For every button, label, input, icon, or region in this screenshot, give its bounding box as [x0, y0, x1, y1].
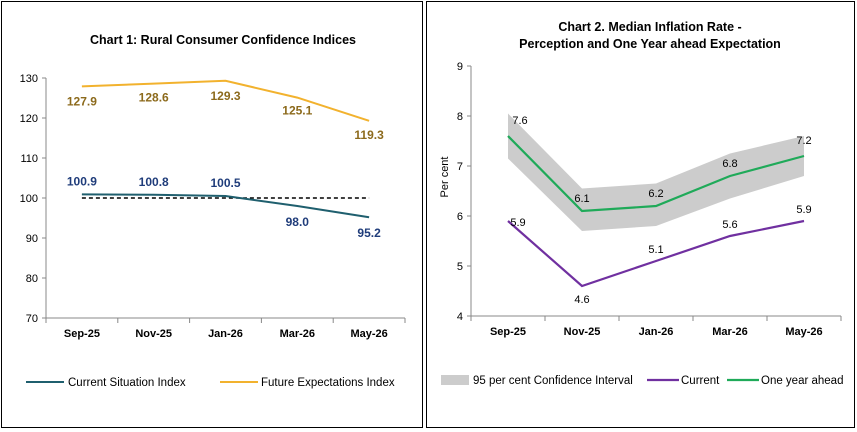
data-label: 100.9	[67, 174, 97, 188]
x-tick-label: Nov-25	[564, 326, 601, 338]
legend-label-one-year-ahead: One year ahead	[761, 375, 843, 387]
data-label: 4.6	[574, 294, 589, 306]
data-label: 5.9	[510, 217, 525, 229]
legend-label-current: Current	[681, 375, 720, 387]
y-tick-label: 8	[457, 111, 463, 123]
data-label: 5.1	[648, 244, 663, 256]
chart-1-legend: Current Situation Index Future Expectatio…	[26, 377, 395, 389]
data-label: 7.6	[512, 115, 527, 127]
confidence-band	[508, 113, 804, 231]
y-tick-label: 4	[457, 311, 463, 323]
chart-2-axes: 4 5 6 7 8 9 Sep-25 Nov-25 Jan-26 Mar-26 May-26	[457, 61, 842, 338]
chart-1-svg: Chart 1: Rural Consumer Confidence Indic…	[20, 33, 406, 389]
chart-2-svg: Chart 2. Median Inflation Rate - Percept…	[439, 20, 843, 387]
chart-1-axes: 70 80 90 100 110 120 130 Sep-25 Nov-25 Jan-26 Mar-…	[20, 73, 406, 340]
data-label: 128.6	[139, 91, 169, 105]
x-tick-label: Nov-25	[135, 328, 172, 340]
legend-label-future-expectations: Future Expectations Index	[261, 377, 395, 389]
x-tick-label: Jan-26	[208, 328, 243, 340]
y-tick-label: 80	[26, 273, 38, 285]
chart-2-legend: 95 per cent Confidence Interval Current On…	[441, 375, 843, 387]
chart-2-y-axis-label: Per cent	[439, 157, 451, 198]
data-label: 6.8	[722, 158, 737, 170]
data-label: 5.6	[722, 219, 737, 231]
legend-label-confidence-band: 95 per cent Confidence Interval	[473, 375, 633, 387]
x-tick-label: Sep-25	[64, 328, 100, 340]
data-label: 100.8	[139, 175, 169, 189]
data-label: 5.9	[796, 204, 811, 216]
legend-swatch-confidence-band	[441, 375, 469, 385]
chart-2-title: Chart 2. Median Inflation Rate -	[558, 20, 741, 34]
x-tick-label: May-26	[350, 328, 387, 340]
chart-2-subtitle: Perception and One Year ahead Expectatio…	[519, 37, 781, 51]
y-tick-label: 100	[20, 193, 38, 205]
data-label: 129.3	[210, 89, 240, 103]
data-label: 6.2	[648, 188, 663, 200]
x-tick-label: Mar-26	[280, 328, 315, 340]
data-label: 127.9	[67, 94, 97, 108]
y-tick-label: 90	[26, 233, 38, 245]
x-tick-label: Sep-25	[490, 326, 526, 338]
x-tick-label: May-26	[785, 326, 822, 338]
y-tick-label: 110	[20, 153, 38, 165]
y-tick-label: 70	[26, 313, 38, 325]
chart-2-marks: 5.9 4.6 5.1 5.6 5.9 7.6 6.1 6.2 6.8 7.2	[507, 113, 812, 306]
y-tick-label: 6	[457, 211, 463, 223]
y-tick-label: 5	[457, 261, 463, 273]
y-tick-label: 130	[20, 73, 38, 85]
legend-label-current-situation: Current Situation Index	[68, 377, 186, 389]
chart-panel-inflation: Chart 2. Median Inflation Rate - Percept…	[426, 1, 855, 428]
data-label: 125.1	[282, 104, 312, 118]
y-tick-label: 7	[457, 161, 463, 173]
data-label: 7.2	[796, 135, 811, 147]
data-label: 6.1	[574, 193, 589, 205]
data-label: 95.2	[357, 226, 381, 240]
x-tick-label: Mar-26	[712, 326, 747, 338]
chart-1-title: Chart 1: Rural Consumer Confidence Indic…	[90, 33, 356, 47]
data-label: 119.3	[354, 128, 384, 142]
x-tick-label: Jan-26	[639, 326, 674, 338]
data-label: 98.0	[286, 215, 310, 229]
y-tick-label: 9	[457, 61, 463, 73]
chart-1-marks: 100.9 100.8 100.5 98.0 95.2 127.9 128.6 129.3 12…	[67, 79, 384, 240]
chart-panel-rural-confidence: Chart 1: Rural Consumer Confidence Indic…	[1, 1, 423, 428]
y-tick-label: 120	[20, 113, 38, 125]
data-label: 100.5	[210, 176, 240, 190]
